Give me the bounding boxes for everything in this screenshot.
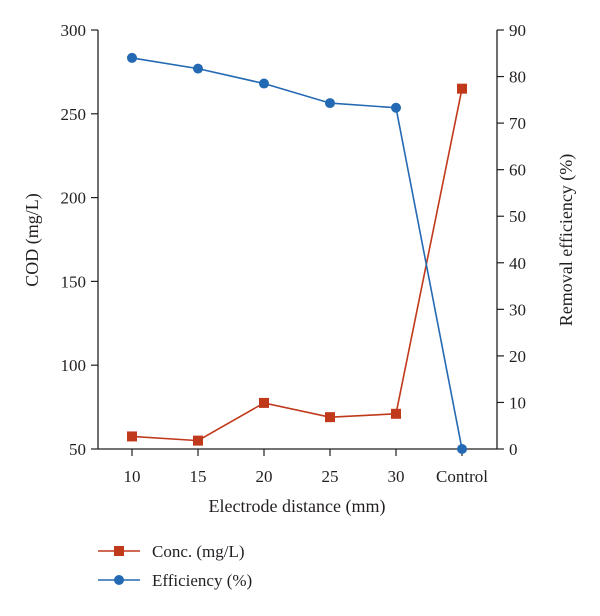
left-y-tick-label: 200 <box>61 189 87 208</box>
right-y-axis-title: Removal efficiency (%) <box>556 154 577 327</box>
left-y-tick-label: 150 <box>61 272 87 291</box>
concentration-point <box>457 83 467 94</box>
legend-concentration-marker <box>114 546 124 556</box>
x-tick-label: 15 <box>190 467 207 486</box>
right-y-tick-label: 30 <box>509 300 526 319</box>
efficiency-series <box>127 52 467 454</box>
x-axis: 10 15 20 25 30 Control <box>124 449 488 486</box>
left-y-tick-label: 250 <box>61 105 87 124</box>
efficiency-point <box>127 52 137 63</box>
legend-efficiency-marker <box>114 575 124 585</box>
left-y-tick-label: 100 <box>61 356 87 375</box>
concentration-point <box>127 431 137 442</box>
concentration-point <box>325 412 335 423</box>
series-layer <box>127 52 467 454</box>
right-y-tick-label: 40 <box>509 254 526 273</box>
right-y-tick-label: 50 <box>509 207 526 226</box>
x-tick-label: 20 <box>256 467 273 486</box>
x-tick-label: Control <box>436 467 488 486</box>
x-tick-label: 25 <box>322 467 339 486</box>
efficiency-point <box>259 78 269 89</box>
left-y-axis: 50 100 150 200 250 300 <box>61 21 98 459</box>
concentration-line <box>131 88 463 442</box>
right-y-tick-label: 70 <box>509 114 526 133</box>
x-tick-label: 30 <box>388 467 405 486</box>
right-y-axis: 0 10 20 30 40 50 60 70 80 90 <box>497 21 526 459</box>
efficiency-point <box>193 63 203 74</box>
legend-concentration-label: Conc. (mg/L) <box>152 542 245 561</box>
left-y-axis-title: COD (mg/L) <box>22 193 43 287</box>
efficiency-line <box>131 57 463 450</box>
efficiency-point <box>391 102 401 113</box>
left-y-tick-label: 300 <box>61 21 87 40</box>
concentration-point <box>259 397 269 408</box>
x-tick-label: 10 <box>124 467 141 486</box>
x-axis-title: Electrode distance (mm) <box>209 496 386 517</box>
right-y-tick-label: 10 <box>509 393 526 412</box>
concentration-series <box>127 83 467 446</box>
concentration-point <box>391 408 401 419</box>
right-y-tick-label: 20 <box>509 347 526 366</box>
right-y-tick-label: 80 <box>509 68 526 87</box>
legend: Conc. (mg/L) Efficiency (%) <box>98 542 252 590</box>
legend-efficiency-label: Efficiency (%) <box>152 571 252 590</box>
efficiency-point <box>457 444 467 454</box>
concentration-point <box>193 435 203 446</box>
right-y-tick-label: 90 <box>509 21 526 40</box>
efficiency-point <box>325 98 335 109</box>
plot-frame <box>97 30 498 450</box>
right-y-tick-label: 60 <box>509 161 526 180</box>
left-y-tick-label: 50 <box>69 440 86 459</box>
right-y-tick-label: 0 <box>509 440 518 459</box>
